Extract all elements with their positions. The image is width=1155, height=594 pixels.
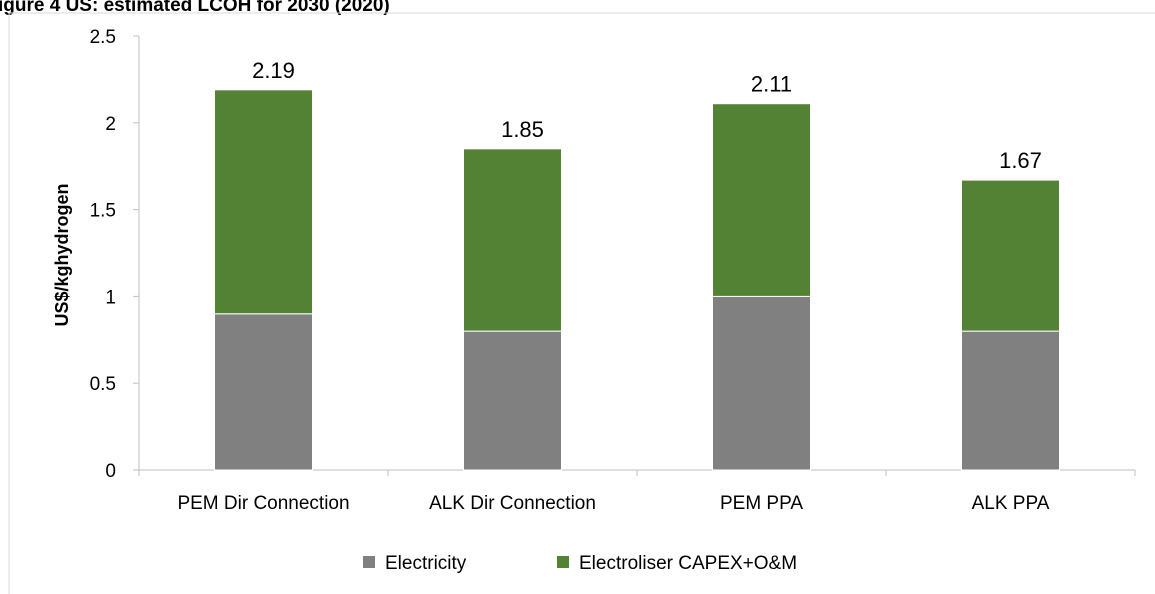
bar-segment-electroliser-capex-om — [214, 89, 313, 315]
total-data-label: 2.19 — [252, 58, 295, 83]
x-category-label: PEM PPA — [720, 493, 803, 514]
legend-swatch — [557, 556, 569, 568]
y-tick-label: 0 — [105, 461, 116, 482]
legend-swatch — [363, 556, 375, 568]
total-data-label: 2.11 — [751, 72, 792, 97]
total-data-label: 1.85 — [501, 117, 544, 142]
y-tick-label: 2.5 — [90, 27, 116, 48]
bar-segment-electroliser-capex-om — [463, 148, 562, 332]
y-axis-title: US$/kghydrogen — [52, 183, 72, 326]
bars — [214, 89, 1060, 471]
data-labels: 2.19 1.85 2.11 1.67 — [252, 58, 1042, 173]
legend-label: Electroliser CAPEX+O&M — [579, 553, 797, 574]
x-axis: PEM Dir Connection ALK Dir Connection PEM … — [138, 469, 1136, 514]
x-category-label: PEM Dir Connection — [177, 493, 349, 514]
figure-title: igure 4 US: estimated LCOH for 2030 (202… — [0, 0, 390, 16]
y-tick-label: 1 — [105, 287, 116, 308]
bar-segment-electricity — [712, 295, 811, 471]
y-ticks: 0 0.5 1 1.5 2 2.5 — [90, 27, 139, 482]
bar-segment-electroliser-capex-om — [961, 179, 1060, 332]
y-tick-label: 1.5 — [90, 201, 116, 222]
x-category-label: ALK PPA — [972, 493, 1050, 514]
y-tick-label: 0.5 — [90, 374, 116, 395]
y-axis: 0 0.5 1 1.5 2 2.5 — [90, 27, 140, 482]
bar-segment-electricity — [214, 313, 313, 471]
x-category-label: ALK Dir Connection — [429, 493, 596, 514]
bar-segment-electroliser-capex-om — [712, 103, 811, 297]
bar-segment-electricity — [961, 330, 1060, 471]
legend: Electricity Electroliser CAPEX+O&M — [363, 553, 797, 574]
x-ticks: PEM Dir Connection ALK Dir Connection PEM … — [138, 470, 1136, 514]
legend-label: Electricity — [385, 553, 467, 574]
total-data-label: 1.67 — [999, 148, 1042, 173]
bar-segment-electricity — [463, 330, 562, 471]
y-tick-label: 2 — [105, 114, 116, 135]
